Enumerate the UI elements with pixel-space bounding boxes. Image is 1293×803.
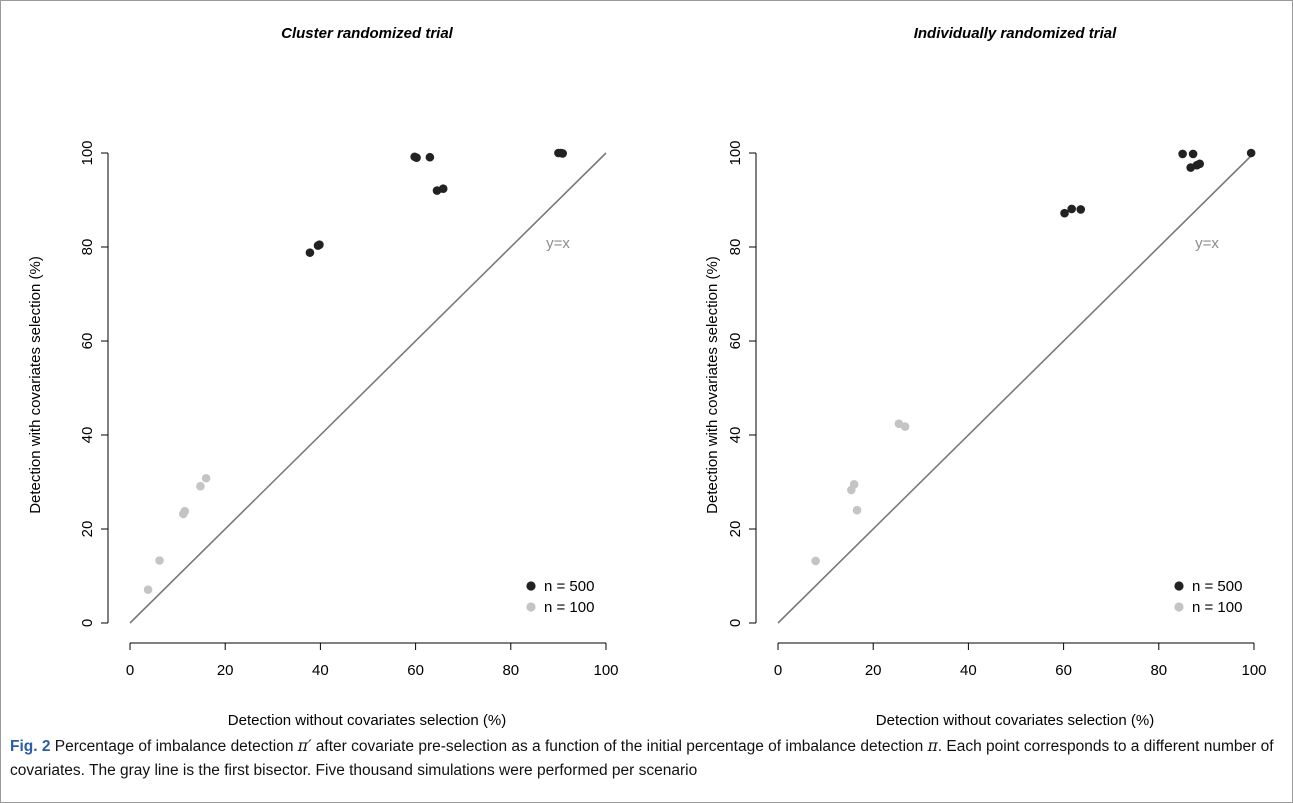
legend-label-n100: n = 100 [544,599,594,616]
data-point-n100 [811,556,820,566]
y-tick-label: 0 [727,619,744,627]
y-tick-label: 20 [727,521,744,538]
data-point-n500 [305,248,315,257]
panel-cluster: Cluster randomized trial Detection witho… [27,25,619,729]
data-point-n500 [425,152,435,162]
x-tick-label: 100 [593,662,618,679]
x-tick-label: 40 [312,662,329,679]
legend-marker-n500 [526,581,536,591]
legend-label-n100: n = 100 [1192,599,1242,616]
caption-text: . Each point corresponds to a different … [10,738,1274,779]
y-tick-label: 80 [727,239,744,256]
x-axis-label: Detection without covariates selection (… [876,712,1154,729]
legend-label-n500: n = 500 [544,578,594,595]
y-tick-label: 20 [79,521,96,538]
y-axis-label: Detection with covariates selection (%) [704,256,721,514]
data-point-n500 [315,240,324,249]
x-tick-label: 40 [960,662,977,679]
legend-marker-n500 [1174,581,1184,591]
data-point-n500 [558,149,567,158]
x-tick-label: 60 [407,662,424,679]
data-point-n100 [849,480,859,489]
data-point-n500 [1178,149,1187,159]
y-tick-label: 40 [79,427,96,444]
x-tick-label: 20 [217,662,234,679]
y-axis-label: Detection with covariates selection (%) [27,256,44,514]
data-point-n500 [1067,204,1076,214]
y-tick-label: 60 [727,333,744,350]
data-point-n100 [900,422,910,431]
x-tick-label: 100 [1241,662,1266,679]
identity-line [129,152,607,624]
data-point-n100 [143,585,153,594]
x-tick-label: 20 [865,662,882,679]
figure-plots: Cluster randomized trial Detection witho… [27,25,1267,729]
legend: n = 500 n = 100 [526,578,594,616]
y-tick-label: 100 [79,140,96,165]
data-point-n500 [1060,208,1069,218]
data-point-n500 [1246,148,1256,158]
identity-line [777,152,1255,624]
panel-title: Cluster randomized trial [281,25,454,42]
x-tick-label: 80 [1150,662,1167,679]
data-point-n100 [180,506,190,516]
data-point-n500 [1195,159,1205,169]
caption-symbol: π′ [297,737,312,755]
x-tick-label: 0 [774,662,782,679]
y-tick-label: 60 [79,333,96,350]
caption-symbol: π [927,737,938,755]
data-point-n100 [196,481,205,491]
plot-area: 0 20 40 60 80 100 0 20 40 60 80 100 [79,140,619,679]
y-tick-label: 100 [727,140,744,165]
x-tick-label: 60 [1055,662,1072,679]
plot-area: 0 20 40 60 80 100 0 20 40 60 80 100 [727,140,1267,679]
data-point-n500 [1076,205,1086,214]
data-point-n500 [1188,149,1198,159]
y-tick-label: 40 [727,427,744,444]
panel-title: Individually randomized trial [914,25,1117,42]
data-point-n100 [852,505,862,515]
caption-text: Percentage of imbalance detection [50,738,298,755]
data-point-n500 [438,184,448,194]
figure-caption: Fig. 2 Percentage of imbalance detection… [10,734,1280,783]
x-tick-label: 0 [126,662,134,679]
data-point-n100 [201,473,211,483]
panel-individual: Individually randomized trial Detection … [704,25,1267,729]
x-axis-label: Detection without covariates selection (… [228,712,506,729]
figure-label: Fig. 2 [10,738,51,755]
legend-marker-n100 [1174,602,1184,612]
legend-label-n500: n = 500 [1192,578,1242,595]
identity-line-label: y=x [1195,235,1219,252]
legend: n = 500 n = 100 [1174,578,1242,616]
data-point-n100 [155,556,164,565]
caption-text: after covariate pre-selection as a funct… [311,738,928,755]
y-tick-label: 80 [79,239,96,256]
data-point-n500 [412,153,421,162]
x-tick-label: 80 [502,662,519,679]
legend-marker-n100 [526,602,536,612]
y-tick-label: 0 [79,619,96,627]
identity-line-label: y=x [546,235,570,252]
